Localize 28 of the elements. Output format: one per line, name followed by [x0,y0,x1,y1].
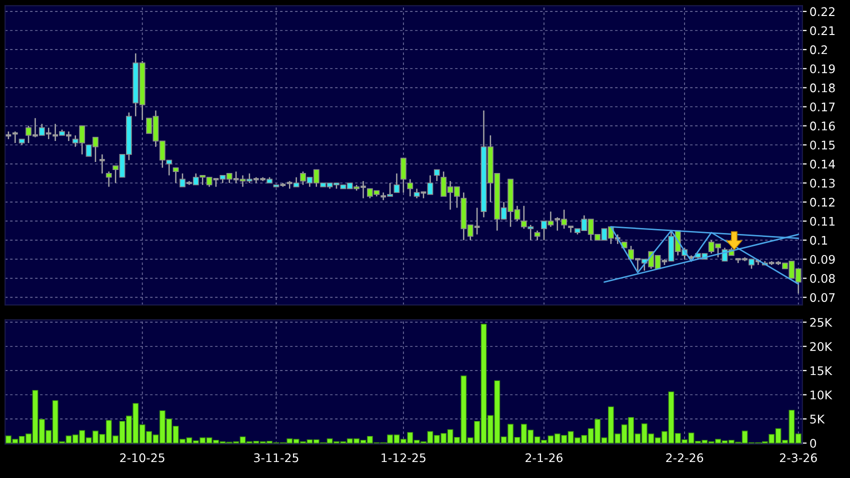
y-tick-label: 20K [810,342,832,352]
y-tick-label: 0.13 [810,178,835,188]
y-tick-label: 0.19 [810,64,835,74]
y-tick-label: 15K [810,366,832,376]
y-tick-label: 0.1 [810,236,828,245]
y-tick-label: 0.17 [810,102,835,112]
y-tick-label: 0.22 [810,7,834,16]
y-tick-label: 0.11 [810,216,835,226]
x-tick-label: 2-2-26 [666,453,704,462]
x-tick-label: 1-12-25 [382,453,426,462]
y-tick-label: 10K [810,390,832,400]
y-tick-label: 0.07 [810,293,835,302]
y-tick-label: 0.16 [810,122,835,130]
y-tick-label: 0.15 [810,140,835,150]
x-tick-label: 2-1-26 [526,453,563,462]
x-tick-label: 2-3-26 [780,453,817,462]
y-tick-label: 0 [810,438,816,448]
y-tick-label: 25K [810,318,832,327]
x-tick-label: 3-11-25 [254,453,298,462]
y-tick-label: 0.21 [810,26,835,36]
y-tick-label: 0.2 [810,45,827,54]
y-tick-label: 0.14 [810,160,835,169]
y-tick-label: 5K [810,414,825,424]
y-tick-label: 0.08 [810,274,835,283]
y-tick-label: 0.09 [810,254,835,264]
y-tick-label: 0.12 [810,198,834,207]
y-tick-label: 0.18 [810,83,835,92]
x-tick-label: 2-10-25 [120,453,164,462]
